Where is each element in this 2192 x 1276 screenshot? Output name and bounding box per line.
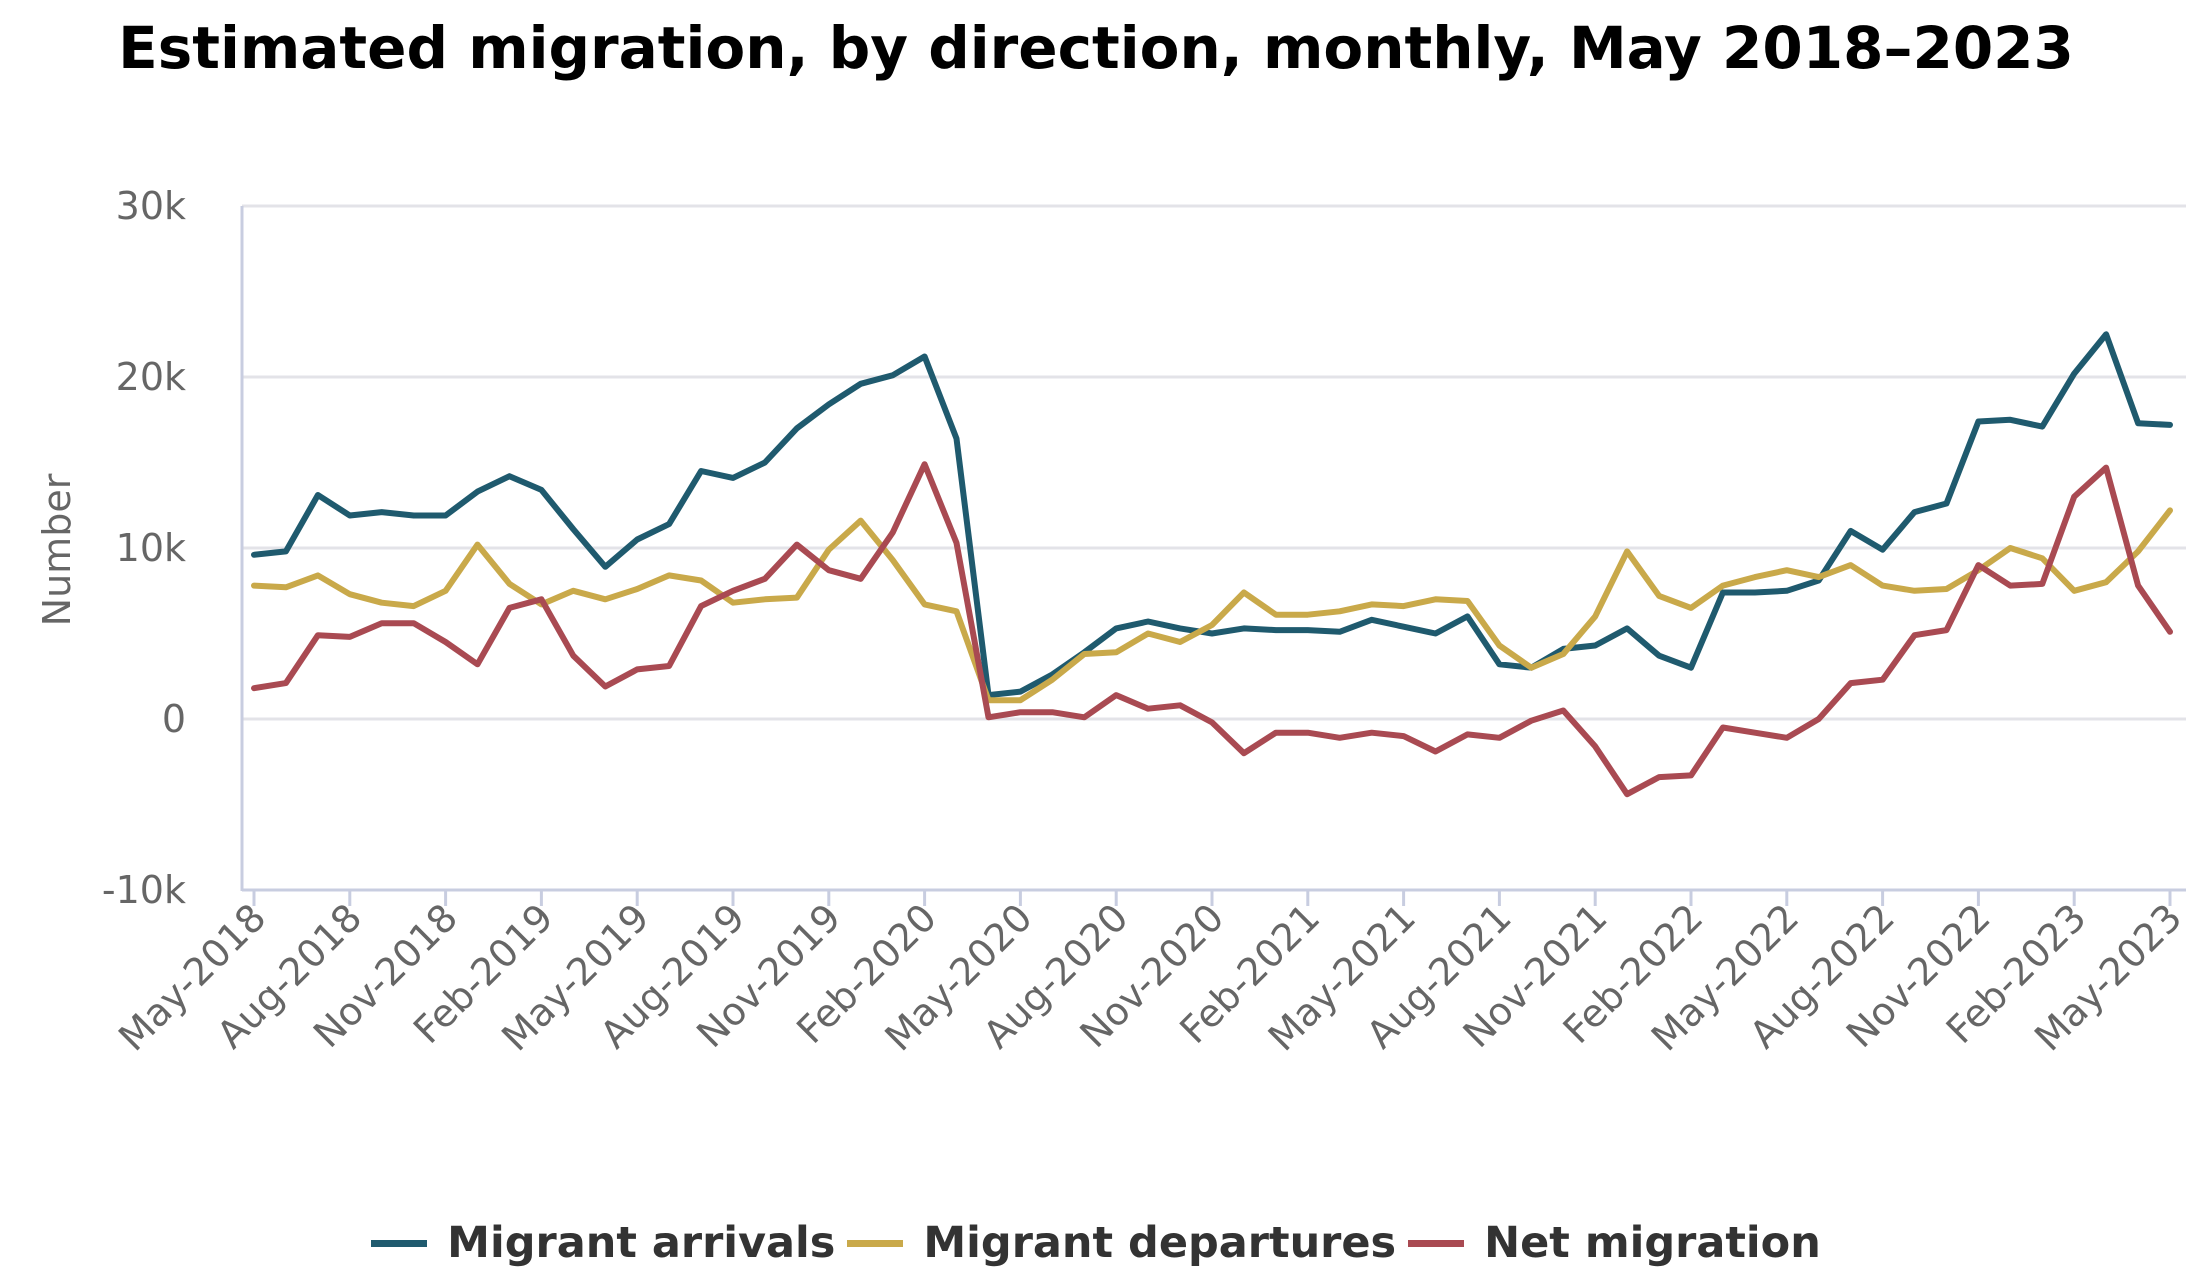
legend-item[interactable]: Migrant arrivals — [371, 1218, 835, 1268]
y-tick-label: 30k — [116, 184, 186, 228]
y-tick-label: 20k — [116, 355, 186, 399]
x-axis-tick-labels: May-2018Aug-2018Nov-2018Feb-2019May-2019… — [110, 895, 2190, 1059]
legend-item[interactable]: Migrant departures — [847, 1218, 1396, 1268]
legend: Migrant arrivals Migrant departures Net mi… — [0, 1218, 2192, 1268]
legend-swatch — [847, 1239, 904, 1247]
legend-swatch — [1408, 1239, 1465, 1247]
series-line-migrant-arrivals — [251, 331, 2173, 699]
legend-label: Migrant departures — [923, 1218, 1397, 1268]
y-axis-tick-labels: 30k 20k 10k 0 -10k — [102, 184, 186, 912]
legend-label: Migrant arrivals — [447, 1218, 836, 1268]
legend-swatch — [371, 1239, 428, 1247]
data-series — [251, 331, 2173, 798]
y-tick-label: 0 — [162, 697, 186, 741]
series-line-net-migration — [251, 461, 2173, 798]
y-tick-label: 10k — [116, 526, 186, 570]
legend-item[interactable]: Net migration — [1408, 1218, 1821, 1268]
series-line-migrant-departures — [251, 507, 2173, 704]
legend-label: Net migration — [1484, 1218, 1821, 1268]
chart-title: Estimated migration, by direction, month… — [118, 14, 2074, 82]
y-tick-label: -10k — [102, 868, 186, 912]
gridlines — [242, 204, 2186, 892]
axes — [240, 206, 2186, 906]
y-axis-label: Number — [35, 473, 79, 626]
